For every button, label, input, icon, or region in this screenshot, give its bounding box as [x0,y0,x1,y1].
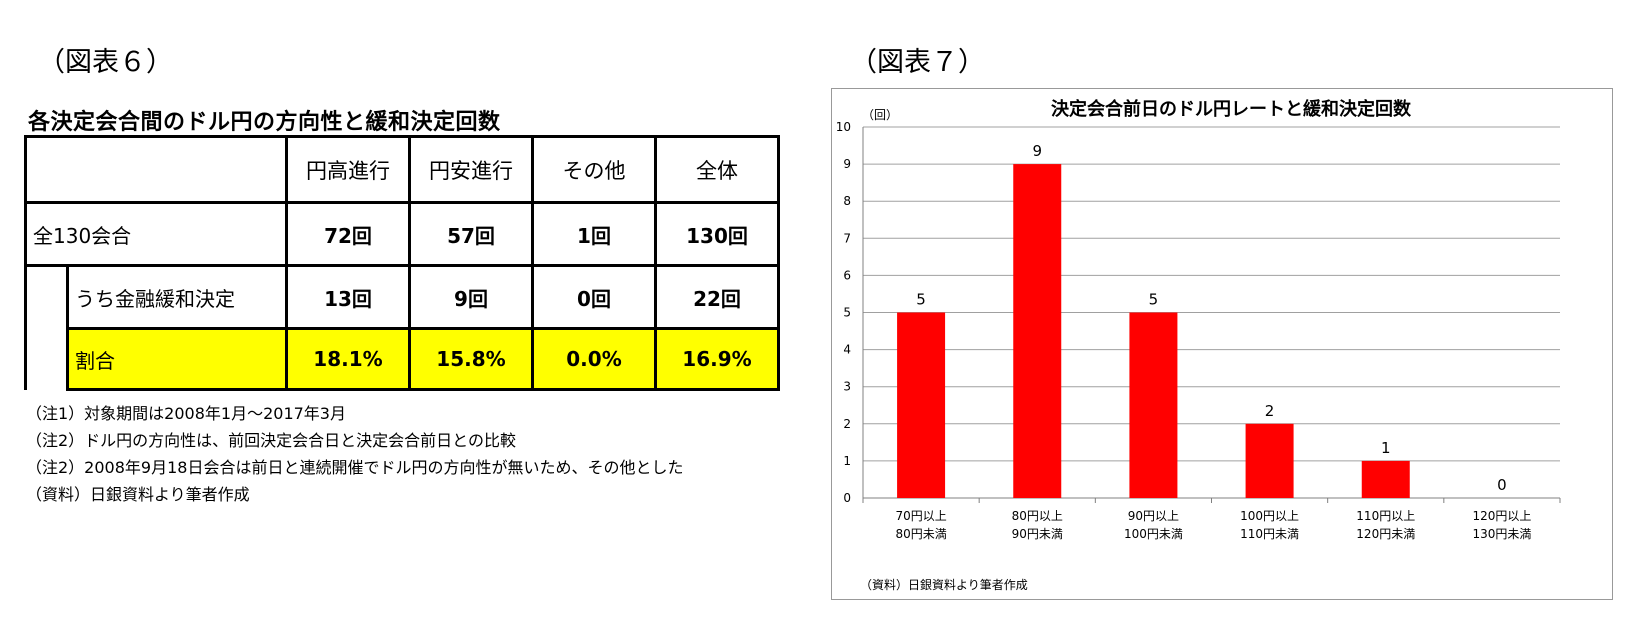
chart-title: 決定会合前日のドル円レートと緩和決定回数 [1051,98,1412,120]
table-cell: 22回 [654,264,780,330]
y-tick-label: 9 [843,157,851,171]
y-tick-label: 8 [843,194,851,208]
data-label: 0 [1497,476,1507,494]
col-header-yen-depreciation: 円安進行 [408,135,534,204]
y-tick-label: 1 [843,454,851,468]
table-cell: 0.0% [531,327,657,391]
table-cell: 16.9% [654,327,780,391]
x-tick-label: 110円未満 [1240,527,1299,541]
x-tick-label: 70円以上 [895,509,946,523]
y-tick-label: 6 [843,268,851,282]
table-cell: 0回 [531,264,657,330]
x-tick-label: 120円未満 [1356,527,1415,541]
bar [1013,164,1062,498]
col-header-total: 全体 [654,135,780,204]
note-source: （資料）日銀資料より筆者作成 [26,485,250,504]
y-tick-label: 0 [843,491,851,505]
table-row: 割合 18.1% 15.8% 0.0% 16.9% [26,327,780,391]
table-title: 各決定会合間のドル円の方向性と緩和決定回数 [28,110,501,135]
data-label: 5 [1149,291,1159,309]
direction-table: 円高進行 円安進行 その他 全体 全130会合 72回 57回 1回 130回 … [24,135,780,391]
x-tick-label: 120円以上 [1472,509,1531,523]
y-tick-label: 7 [843,231,851,245]
table-cell: 13回 [285,264,411,330]
data-label: 2 [1265,402,1275,420]
table-cell: 57回 [408,201,534,267]
bar [897,312,946,498]
x-tick-label: 110円以上 [1356,509,1415,523]
table-header-row: 円高進行 円安進行 その他 全体 [24,135,780,204]
table-row: 全130会合 72回 57回 1回 130回 [24,201,780,267]
x-tick-label: 90円未満 [1012,527,1063,541]
y-tick-label: 10 [836,120,851,134]
x-tick-label: 100円未満 [1124,527,1183,541]
indent-cell [24,265,69,390]
x-tick-label: 80円以上 [1012,509,1063,523]
data-label: 9 [1032,142,1042,160]
table-cell: 130回 [654,201,780,267]
y-tick-label: 3 [843,380,851,394]
x-tick-label: 80円未満 [895,527,946,541]
y-axis-label: （回） [862,108,898,122]
data-label: 1 [1381,439,1391,457]
row-label-all-meetings: 全130会合 [24,201,288,267]
note-sept-meeting: （注2）2008年9月18日会合は前日と連続開催でドル円の方向性が無いため、その… [26,458,684,477]
note-direction: （注2）ドル円の方向性は、前回決定会合日と決定会合前日との比較 [26,431,517,450]
chart-source-note: （資料）日銀資料より筆者作成 [860,578,1028,592]
bar [1129,312,1178,498]
table-cell: 72回 [285,201,411,267]
bar [1361,460,1410,498]
table-cell: 9回 [408,264,534,330]
y-tick-label: 4 [843,343,851,357]
x-tick-label: 90円以上 [1128,509,1179,523]
row-label-easing-decisions: うち金融緩和決定 [66,264,288,330]
x-tick-label: 100円以上 [1240,509,1299,523]
bar [1245,423,1294,498]
row-label-ratio: 割合 [66,327,288,391]
x-tick-label: 130円未満 [1472,527,1531,541]
table-cell: 15.8% [408,327,534,391]
col-header-other: その他 [531,135,657,204]
chart-frame: 決定会合前日のドル円レートと緩和決定回数 （回） 0 1 2 3 4 5 6 7 8 9 10 5 70円以… [831,88,1613,600]
data-label: 5 [916,291,926,309]
figure7-label: （図表７） [850,47,985,78]
table-cell: 18.1% [285,327,411,391]
bar-chart: 決定会合前日のドル円レートと緩和決定回数（回）012345678910570円以… [836,98,1561,592]
col-header-yen-appreciation: 円高進行 [285,135,411,204]
table-cell: 1回 [531,201,657,267]
y-tick-label: 2 [843,417,851,431]
figure6-label: （図表６） [38,47,173,78]
y-tick-label: 5 [843,306,851,320]
table-row: うち金融緩和決定 13回 9回 0回 22回 [24,264,780,390]
table-notes: （注1）対象期間は2008年1月～2017年3月 （注2）ドル円の方向性は、前回… [26,400,683,508]
table-corner-cell [24,135,288,204]
note-period: （注1）対象期間は2008年1月～2017年3月 [26,404,346,423]
